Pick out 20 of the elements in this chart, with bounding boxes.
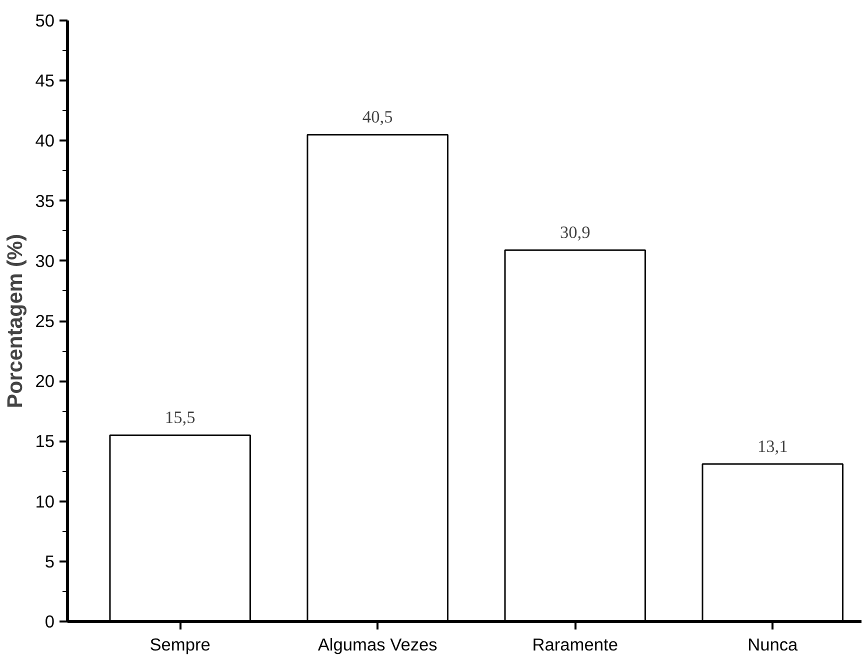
x-tick-label: Nunca [748,634,798,654]
y-tick-label: 20 [35,371,55,392]
y-tick-label: 30 [35,250,55,271]
data-label: 15,5 [164,408,196,428]
data-label: 13,1 [757,437,788,456]
x-tick-label: Raramente [532,634,618,654]
y-tick-label: 15 [35,431,55,452]
y-tick-label: 25 [35,311,55,331]
y-tick-label: 50 [35,10,55,30]
data-label: 40,5 [362,108,393,127]
data-label: 30,9 [560,223,590,242]
y-tick-label: 35 [35,190,55,211]
y-tick-label: 5 [44,551,55,572]
y-tick-label: 10 [35,491,55,512]
y-tick-label: 40 [35,130,55,151]
y-tick-label: 45 [35,70,55,91]
x-tick-label: Algumas Vezes [318,634,438,654]
x-tick-label: Sempre [150,634,210,654]
y-tick-label: 0 [44,612,55,632]
y-axis-title: Porcentagem (%) [3,234,28,408]
